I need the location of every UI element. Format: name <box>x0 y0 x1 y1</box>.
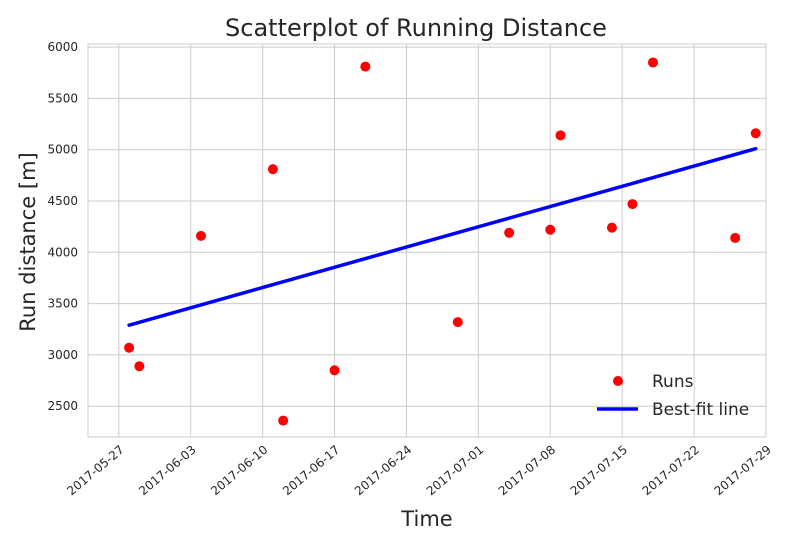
y-axis-label: Run distance [m] <box>16 152 40 331</box>
x-tick-label: 2017-06-10 <box>208 443 270 499</box>
y-tick-label: 2500 <box>47 399 78 413</box>
y-tick-label: 5000 <box>47 143 78 157</box>
x-tick-label: 2017-06-24 <box>352 443 414 499</box>
x-tick-label: 2017-06-17 <box>280 443 342 499</box>
y-tick-label: 6000 <box>47 40 78 54</box>
chart-title: Scatterplot of Running Distance <box>225 14 607 42</box>
data-points <box>124 57 761 426</box>
run-point <box>750 128 761 139</box>
x-tick-label: 2017-07-08 <box>496 443 558 499</box>
run-point <box>329 365 340 376</box>
run-point <box>504 227 515 238</box>
y-tick-labels: 2500 3000 3500 4000 4500 5000 5500 6000 <box>47 40 78 413</box>
run-point <box>278 415 289 426</box>
y-tick-label: 3500 <box>47 297 78 311</box>
run-point <box>267 164 278 175</box>
run-point <box>730 232 741 243</box>
x-tick-label: 2017-07-22 <box>640 443 702 499</box>
y-tick-label: 5500 <box>47 91 78 105</box>
x-axis-label: Time <box>400 507 452 531</box>
legend-bestfit-label: Best-fit line <box>652 400 749 420</box>
y-tick-label: 4500 <box>47 194 78 208</box>
grid-lines <box>88 44 767 437</box>
run-point <box>134 361 145 372</box>
run-point <box>648 57 658 68</box>
y-tick-label: 4000 <box>47 245 78 259</box>
y-tick-label: 3000 <box>47 348 78 362</box>
run-point <box>545 224 556 235</box>
x-tick-label: 2017-07-29 <box>711 443 773 499</box>
run-point <box>555 130 566 141</box>
run-point <box>360 61 371 72</box>
x-tick-label: 2017-07-15 <box>568 443 630 499</box>
x-tick-label: 2017-05-27 <box>64 443 126 499</box>
best-fit-line <box>127 146 758 327</box>
best-fit-lines <box>127 146 758 327</box>
run-point <box>627 199 638 210</box>
legend-runs-marker <box>613 376 623 386</box>
run-point <box>124 342 135 353</box>
run-point <box>196 230 206 241</box>
x-tick-labels: 2017-05-27 2017-06-03 2017-06-10 2017-06-17… <box>64 443 774 499</box>
x-tick-label: 2017-07-01 <box>424 443 486 499</box>
x-tick-label: 2017-06-03 <box>136 443 198 499</box>
run-point <box>606 222 617 233</box>
run-point <box>452 317 463 328</box>
legend-runs-label: Runs <box>652 372 694 392</box>
legend: Runs Best-fit line <box>597 372 749 420</box>
